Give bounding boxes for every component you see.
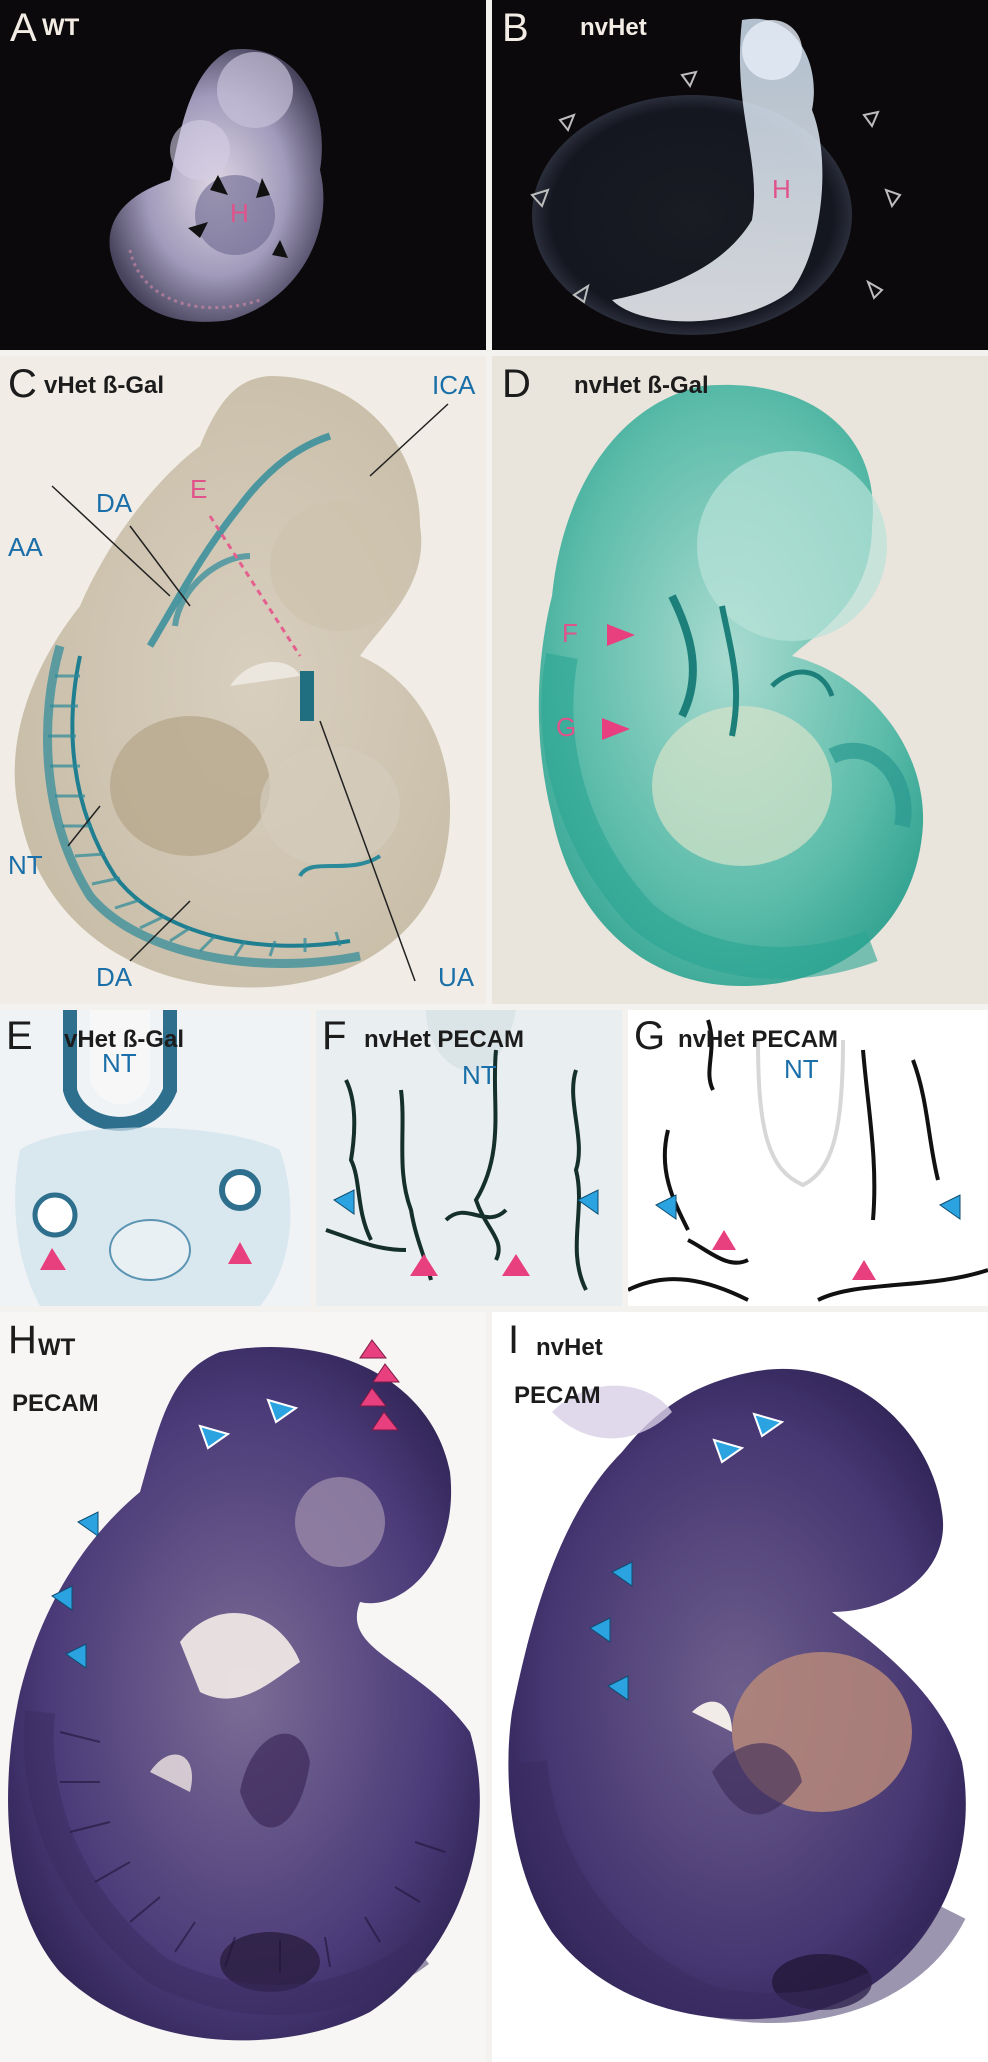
panel-h-title-line2: PECAM	[12, 1390, 99, 1417]
panel-i-letter: I	[508, 1318, 520, 1362]
outline-arrowheads	[530, 70, 902, 304]
panel-c-title: vHet ß-Gal	[44, 372, 165, 399]
pink-arrowhead	[607, 624, 635, 646]
label-section-f: F	[562, 618, 578, 648]
panel-d: D nvHet ß-Gal F G	[492, 356, 988, 1004]
heart-label: H	[772, 174, 791, 204]
blue-arrowhead	[577, 1189, 599, 1215]
panel-e: E vHet ß-Gal NT	[0, 1010, 310, 1306]
label-aa: AA	[8, 532, 43, 562]
pink-arrowhead	[602, 718, 630, 740]
label-neural-tube: NT	[462, 1060, 497, 1090]
blue-arrows	[712, 1412, 785, 1464]
label-nt: NT	[8, 850, 43, 880]
black-arrowhead	[256, 178, 270, 198]
panel-a: A WT H	[0, 0, 486, 350]
pink-arrowhead	[410, 1254, 438, 1276]
pink-arrowhead	[852, 1260, 876, 1280]
panel-h-title-line1: WT	[38, 1334, 76, 1361]
panel-d-letter: D	[502, 362, 531, 406]
panel-i-title-line1: nvHet	[536, 1334, 603, 1361]
blue-arrowheads	[51, 1511, 99, 1669]
label-da-top: DA	[96, 488, 133, 518]
label-ica: ICA	[432, 370, 476, 400]
panel-a-title: WT	[42, 14, 80, 41]
pink-arrowhead	[40, 1248, 66, 1270]
label-section-g: G	[556, 712, 577, 742]
panel-i-embryo-image	[508, 1368, 966, 2023]
panel-g-title: nvHet PECAM	[678, 1026, 839, 1053]
panel-a-letter: A	[10, 6, 37, 50]
black-arrowhead	[188, 222, 208, 238]
panel-h-embryo-image	[8, 1339, 480, 2041]
panel-e-section-image	[15, 1010, 291, 1306]
label-neural-tube: NT	[102, 1048, 137, 1078]
panel-f-title: nvHet PECAM	[364, 1026, 525, 1053]
panel-h-letter: H	[8, 1318, 37, 1362]
label-ua: UA	[438, 962, 475, 992]
panel-g: G nvHet PECAM NT	[628, 1010, 988, 1306]
panel-c: C vHet ß-Gal ICA E DA AA NT UA DA	[0, 356, 486, 1004]
panel-f-section-image	[325, 1010, 599, 1291]
panel-i: I nvHet PECAM	[492, 1312, 988, 2062]
panel-g-section-image	[628, 1019, 988, 1302]
blue-arrowhead	[333, 1189, 355, 1215]
panel-d-embryo-image	[538, 384, 924, 986]
blue-arrows	[198, 1398, 299, 1450]
panel-b: B nvHet H	[492, 0, 988, 350]
panel-c-letter: C	[8, 362, 37, 406]
panel-g-letter: G	[634, 1014, 666, 1058]
panel-e-title: vHet ß-Gal	[64, 1026, 185, 1053]
label-section-e: E	[190, 474, 208, 504]
black-arrowhead	[272, 240, 288, 258]
blue-arrowhead	[655, 1194, 677, 1220]
pink-arrowhead	[228, 1242, 252, 1264]
panel-a-embryo-image	[109, 49, 324, 322]
black-arrowhead	[210, 175, 228, 195]
panel-h: H WT PECAM	[0, 1312, 486, 2062]
panel-b-letter: B	[502, 6, 529, 50]
panel-b-title: nvHet	[580, 14, 647, 41]
blue-arrowheads	[589, 1561, 633, 1701]
panel-b-embryo-image	[530, 18, 902, 335]
panel-f-letter: F	[322, 1014, 347, 1058]
pink-arrowhead	[712, 1230, 736, 1250]
panel-f: F nvHet PECAM NT	[316, 1010, 622, 1306]
panel-i-title-line2: PECAM	[514, 1382, 601, 1409]
label-da-bottom: DA	[96, 962, 133, 992]
heart-label: H	[230, 198, 249, 228]
pink-arrowheads	[359, 1339, 401, 1431]
pink-arrowhead	[502, 1254, 530, 1276]
panel-e-letter: E	[6, 1014, 33, 1058]
label-neural-tube: NT	[784, 1054, 819, 1084]
panel-d-title: nvHet ß-Gal	[574, 372, 709, 399]
panel-c-embryo-image	[14, 376, 451, 988]
blue-arrowhead	[939, 1194, 961, 1220]
